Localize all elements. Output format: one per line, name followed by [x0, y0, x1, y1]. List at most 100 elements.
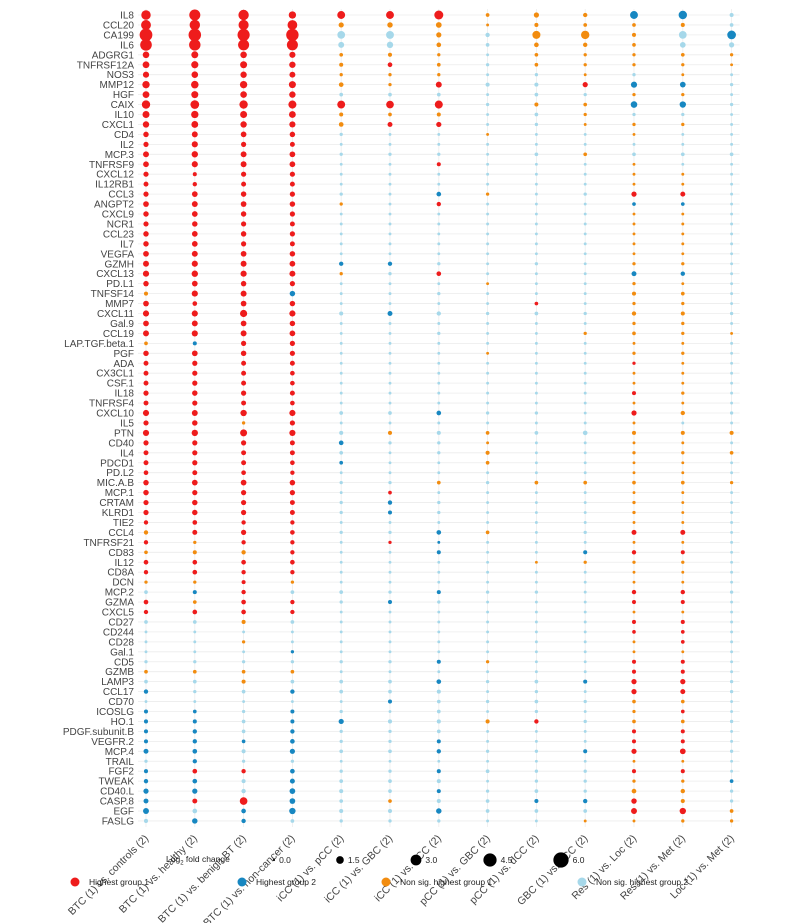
bubble [290, 729, 295, 734]
bubble [632, 491, 636, 495]
bubble [730, 670, 734, 674]
bubble [486, 73, 490, 77]
bubble [485, 789, 490, 793]
bubble [339, 660, 343, 664]
bubble [680, 291, 685, 296]
bubble [339, 391, 343, 395]
bubble [632, 222, 636, 226]
bubble [240, 211, 247, 217]
bubble [289, 221, 295, 227]
bubble [437, 670, 441, 674]
bubble [534, 580, 538, 584]
bubble [534, 461, 538, 465]
bubble [192, 778, 198, 784]
bubble [534, 600, 538, 604]
bubble [289, 350, 295, 356]
bubble [290, 550, 295, 555]
bubble [630, 81, 638, 88]
bubble [240, 409, 247, 417]
bubble [240, 61, 248, 69]
bubble [339, 729, 343, 734]
bubble [534, 441, 538, 445]
bubble [388, 272, 392, 276]
bubble [339, 620, 343, 624]
bubble [632, 640, 636, 644]
bubble [730, 222, 734, 226]
bubble [680, 659, 685, 664]
bubble [583, 550, 588, 555]
bubble [288, 81, 296, 89]
color-legend-label: Non sig. highest group 2 [596, 877, 688, 887]
bubble [730, 739, 734, 743]
marker-label: CD27 [108, 617, 134, 628]
bubble [632, 709, 636, 714]
bubble [241, 559, 246, 565]
bubble [729, 450, 734, 455]
bubble [534, 491, 538, 495]
bubble [534, 341, 538, 345]
bubble [191, 290, 198, 297]
bubble [632, 540, 636, 544]
bubble [289, 281, 295, 287]
marker-label: MCP.4 [105, 747, 135, 758]
bubble [534, 311, 539, 316]
bubble [437, 600, 441, 604]
bubble [437, 620, 441, 624]
bubble [583, 699, 587, 704]
bubble [339, 351, 343, 355]
bubble [485, 680, 490, 684]
marker-label: GZMH [105, 259, 134, 270]
bubble [486, 242, 490, 246]
bubble [436, 699, 441, 704]
bubble [437, 540, 441, 544]
bubble [290, 620, 295, 624]
bubble [192, 719, 197, 724]
bubble [289, 490, 295, 496]
bubble [143, 211, 149, 217]
bubble [485, 411, 490, 415]
bubble [290, 679, 295, 684]
bubble [193, 700, 197, 703]
marker-label: FGF2 [108, 767, 134, 778]
bubble [485, 660, 490, 664]
bubble [239, 797, 248, 805]
bubble [191, 260, 198, 267]
bubble [388, 749, 392, 754]
marker-label: MMP12 [100, 80, 135, 91]
bubble [290, 599, 295, 605]
bubble [681, 521, 685, 524]
marker-label: PTN [114, 428, 134, 439]
bubble [631, 589, 637, 595]
bubble [534, 660, 538, 664]
bubble [239, 80, 248, 89]
bubble [141, 20, 151, 30]
bubble [143, 440, 149, 446]
bubble [486, 491, 490, 495]
bubble [436, 112, 441, 117]
bubble [387, 699, 393, 704]
bubble [678, 31, 687, 39]
bubble [388, 630, 392, 634]
bubble [632, 262, 636, 266]
bubble [241, 241, 247, 247]
bubble [290, 650, 295, 654]
bubble [583, 650, 587, 654]
bubble [436, 311, 441, 316]
bubble [143, 788, 149, 794]
bubble [582, 430, 588, 436]
bubble [729, 12, 734, 18]
bubble [583, 172, 587, 176]
bubble [583, 331, 587, 336]
bubble [193, 540, 197, 544]
bubble [583, 491, 587, 495]
bubble [632, 510, 636, 515]
bubble [241, 660, 246, 664]
bubble [339, 142, 343, 146]
bubble [534, 480, 539, 485]
bubble [289, 500, 295, 506]
bubble [486, 570, 490, 574]
bubble [486, 341, 490, 345]
bubble [583, 630, 587, 634]
marker-label: HGF [113, 90, 134, 101]
marker-label: LAP.TGF.beta.1 [64, 339, 134, 350]
